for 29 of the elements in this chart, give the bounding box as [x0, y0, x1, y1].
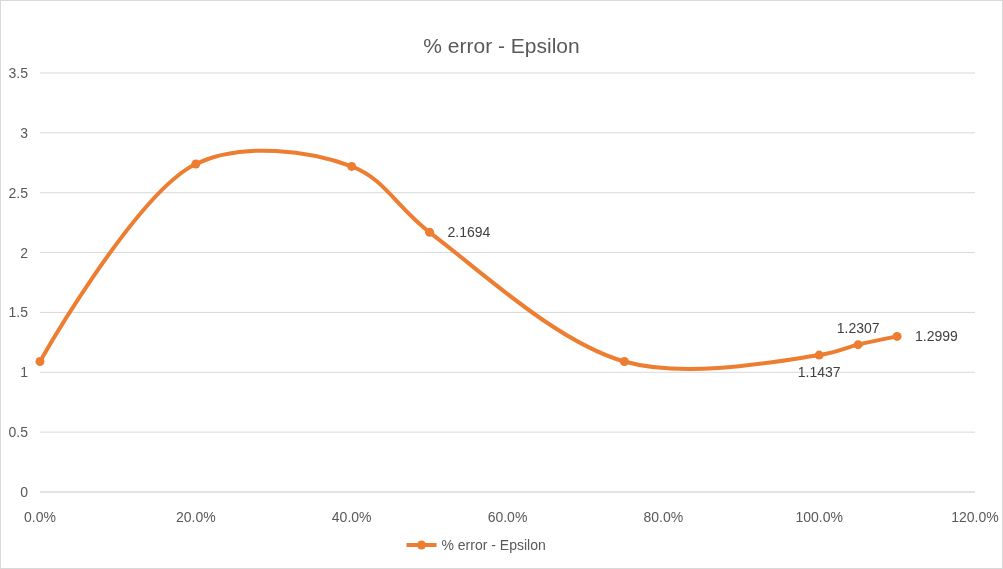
legend-label: % error - Epsilon	[441, 537, 546, 553]
y-tick-label: 1	[20, 364, 29, 381]
x-tick-label: 40.0%	[331, 509, 372, 525]
x-tick-label: 80.0%	[643, 509, 684, 525]
data-label: 1.1437	[797, 364, 841, 381]
x-tick-label: 60.0%	[487, 509, 528, 525]
x-tick-label: 20.0%	[175, 509, 216, 525]
data-label: 1.2999	[915, 328, 959, 345]
point	[892, 331, 902, 341]
y-tick-label: 2	[20, 244, 29, 261]
y-tick-label: 1.5	[8, 304, 29, 321]
x-tick-label: 100.0%	[795, 509, 843, 525]
point	[814, 350, 824, 360]
x-tick-label: 120.0%	[951, 509, 999, 525]
x-tick-label: 0.0%	[24, 509, 56, 525]
data-label: 1.2307	[836, 319, 880, 336]
chart-title: % error - Epsilon	[423, 34, 580, 57]
y-tick-label: 3.5	[8, 65, 29, 81]
point	[853, 340, 863, 350]
point	[425, 227, 435, 237]
data-label: 2.1694	[447, 224, 491, 241]
y-tick-label: 0.5	[8, 424, 29, 441]
point	[619, 357, 629, 367]
y-tick-label: 2.5	[8, 184, 29, 201]
point	[191, 159, 201, 169]
y-tick-label: 3	[20, 124, 29, 141]
point	[347, 161, 357, 171]
point	[35, 357, 45, 367]
y-tick-label: 0	[20, 484, 29, 500]
